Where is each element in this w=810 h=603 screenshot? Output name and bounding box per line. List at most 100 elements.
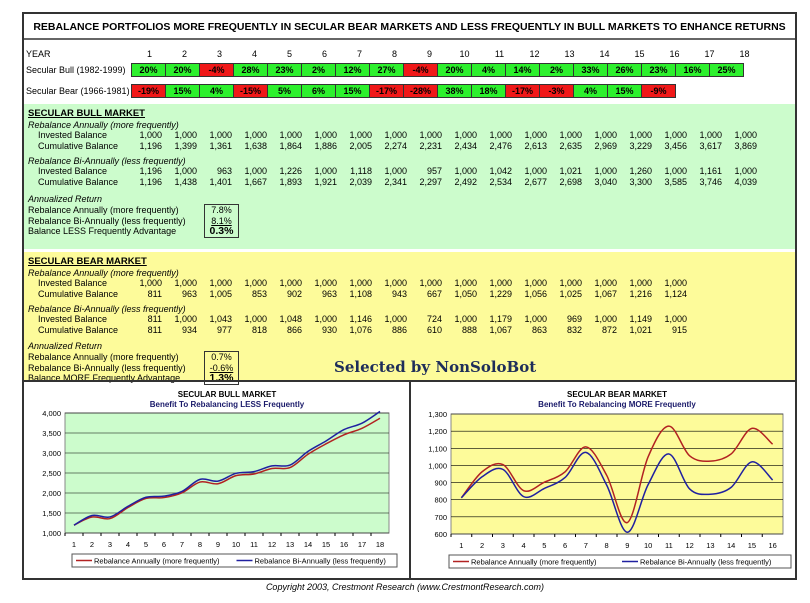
value-cell: 4,039 (734, 177, 757, 187)
bear-annualized-heading: Annualized Return (28, 341, 103, 351)
x-tick-label: 10 (232, 540, 240, 549)
y-tick-label: 700 (434, 513, 447, 522)
legend-label: Rebalance Bi-Annually (less frequently) (640, 558, 772, 567)
bull-annualized-heading: Annualized Return (28, 194, 103, 204)
y-tick-label: 3,500 (42, 429, 61, 438)
x-tick-label: 17 (358, 540, 366, 549)
value-cell: 1,921 (314, 177, 337, 187)
value-cell: 1,000 (664, 166, 687, 176)
value-cell: 1,000 (419, 130, 442, 140)
value-cell: 1,067 (489, 325, 512, 335)
plot-area (450, 413, 784, 535)
invested-label: Invested Balance (38, 130, 108, 140)
value-cell: 2,476 (489, 141, 512, 151)
value-cell: 1,000 (594, 314, 617, 324)
annualized-value: 0.7% (211, 352, 232, 362)
value-cell: 1,000 (664, 278, 687, 288)
bull-biannual-cumulative-row: Cumulative Balance 1,196 1,438 1,401 1,667 1,… (28, 177, 760, 187)
x-tick-label: 16 (340, 540, 348, 549)
value-cell: 1,196 (139, 141, 162, 151)
return-cell: 4% (199, 84, 234, 98)
y-tick-label: 900 (434, 479, 447, 488)
x-tick-label: 13 (706, 541, 714, 550)
year-cell: 8 (391, 49, 397, 59)
x-tick-label: 7 (180, 540, 184, 549)
y-tick-label: 600 (434, 530, 447, 539)
legend (71, 553, 398, 568)
value-cell: 943 (391, 289, 407, 299)
value-cell: 1,438 (174, 177, 197, 187)
value-cell: 1,864 (279, 141, 302, 151)
value-cell: 963 (321, 289, 337, 299)
year-cell: 12 (529, 49, 540, 59)
value-cell: 1,056 (524, 289, 547, 299)
value-cell: 1,149 (629, 314, 652, 324)
value-cell: 1,226 (279, 166, 302, 176)
y-tick-label: 2,500 (42, 469, 61, 478)
value-cell: 902 (286, 289, 302, 299)
value-cell: 863 (531, 325, 547, 335)
return-cell: 26% (607, 63, 642, 77)
value-cell: 2,534 (489, 177, 512, 187)
return-cell: 20% (165, 63, 200, 77)
x-tick-label: 7 (584, 541, 588, 550)
value-cell: 2,969 (594, 141, 617, 151)
x-tick-label: 8 (198, 540, 202, 549)
value-cell: 1,000 (244, 130, 267, 140)
value-cell: 1,108 (349, 289, 372, 299)
series-line-biannual (460, 451, 774, 534)
annualized-row-label: Rebalance Bi-Annually (less frequently) (28, 215, 186, 226)
x-tick-label: 1 (72, 540, 76, 549)
chart-subtitle: Benefit To Rebalancing LESS Frequently (150, 400, 305, 409)
return-cell: -28% (403, 84, 438, 98)
value-cell: 2,231 (419, 141, 442, 151)
return-cell: -4% (403, 63, 438, 77)
value-cell: 1,025 (559, 289, 582, 299)
y-tick-label: 1,000 (42, 529, 61, 538)
x-tick-label: 6 (162, 540, 166, 549)
year-cell: 13 (564, 49, 575, 59)
annualized-value: 0.3% (209, 225, 234, 237)
y-tick-label: 1,200 (428, 427, 447, 436)
return-cell: 33% (573, 63, 608, 77)
value-cell: 2,005 (349, 141, 372, 151)
x-tick-label: 14 (304, 540, 312, 549)
value-cell: 2,613 (524, 141, 547, 151)
value-cell: 1,000 (594, 166, 617, 176)
cumulative-label: Cumulative Balance (38, 141, 119, 151)
value-cell: 3,746 (699, 177, 722, 187)
bear-section-heading: SECULAR BEAR MARKET (28, 256, 147, 267)
return-cell: 15% (335, 84, 370, 98)
value-cell: 1,000 (244, 314, 267, 324)
value-cell: 610 (426, 325, 442, 335)
x-tick-label: 5 (144, 540, 148, 549)
value-cell: 1,000 (244, 166, 267, 176)
value-cell: 1,401 (209, 177, 232, 187)
bear-section: SECULAR BEAR MARKET Rebalance Annually (m… (24, 249, 795, 385)
bull-annualized-values: 7.8% 8.1% 0.3% (204, 204, 239, 238)
value-cell: 1,196 (139, 177, 162, 187)
value-cell: 1,146 (349, 314, 372, 324)
value-cell: 1,000 (594, 278, 617, 288)
x-tick-label: 12 (268, 540, 276, 549)
value-cell: 2,492 (454, 177, 477, 187)
annualized-value: 1.3% (209, 372, 234, 384)
return-cell: 12% (335, 63, 370, 77)
x-tick-label: 5 (542, 541, 546, 550)
year-cell: 10 (459, 49, 470, 59)
value-cell: 930 (321, 325, 337, 335)
value-cell: 934 (181, 325, 197, 335)
return-cell: 4% (573, 84, 608, 98)
invested-label: Invested Balance (38, 278, 108, 288)
watermark: Selected by NonSoloBot (334, 358, 537, 376)
invested-label: Invested Balance (38, 166, 108, 176)
series-line-annual (73, 417, 381, 526)
value-cell: 1,042 (489, 166, 512, 176)
y-tick-label: 1,000 (428, 461, 447, 470)
value-cell: 1,000 (559, 278, 582, 288)
return-cell: 2% (539, 63, 574, 77)
chart-title: SECULAR BEAR MARKET (567, 390, 667, 399)
return-cell: 38% (437, 84, 472, 98)
return-cell: 28% (233, 63, 268, 77)
